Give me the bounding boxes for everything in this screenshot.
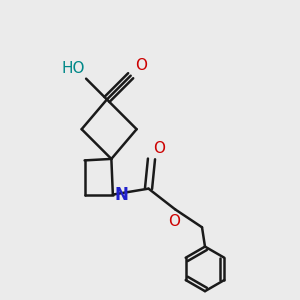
Text: HO: HO bbox=[61, 61, 85, 76]
Text: O: O bbox=[153, 141, 165, 156]
Text: N: N bbox=[114, 186, 128, 204]
Text: O: O bbox=[135, 58, 147, 73]
Text: O: O bbox=[168, 214, 180, 229]
